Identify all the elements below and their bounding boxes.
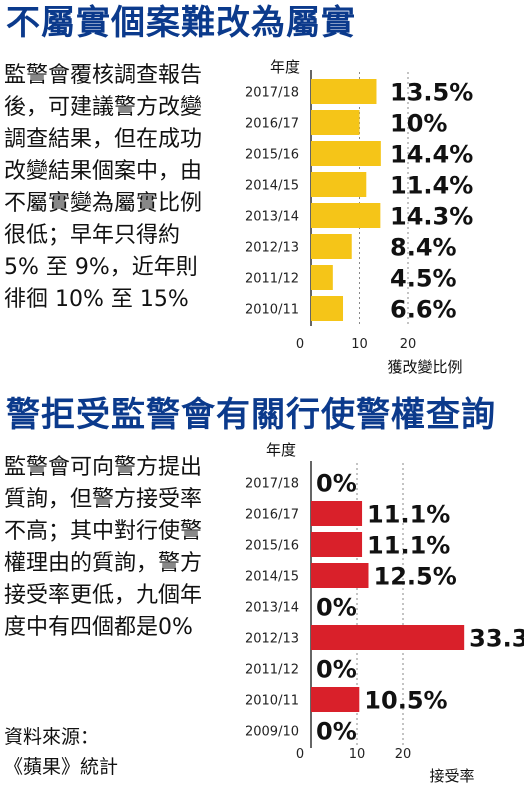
chart1-category-label: 2015/16	[245, 148, 299, 163]
chart2-value-label: 0%	[316, 470, 357, 498]
chart1-x-tick-label: 20	[400, 337, 417, 352]
chart2-category-label: 2014/15	[245, 570, 299, 585]
chart1-x-tick-label: 10	[351, 337, 368, 352]
chart2-title: 警拒受監警會有關行使警權查詢	[6, 395, 496, 435]
chart1-category-label: 2017/18	[245, 86, 299, 101]
source-note: 資料來源： 《蘋果》統計	[4, 726, 119, 778]
chart2-category-label: 2010/11	[245, 694, 299, 709]
chart1-category-label: 2011/12	[245, 272, 299, 287]
chart2-bar	[311, 687, 360, 712]
chart1-value-label: 14.3%	[390, 203, 473, 231]
chart1-bar	[311, 296, 344, 321]
chart1-value-label: 11.4%	[390, 172, 473, 200]
chart2-bar	[311, 625, 465, 650]
chart1-category-label: 2014/15	[245, 179, 299, 194]
chart2-description: 監警會可向警方提出 質詢，但警方接受率 不高；其中對行使警 權理由的質詢，警方 …	[4, 455, 203, 640]
chart1-bar	[311, 203, 381, 228]
chart1-y-axis-title: 年度	[270, 58, 300, 76]
chart1-x-axis-title: 獲改變比例	[387, 358, 462, 376]
chart2-bar	[311, 532, 363, 557]
chart2-category-label: 2011/12	[245, 663, 299, 678]
chart2-y-axis-title: 年度	[266, 441, 296, 459]
chart2-bar	[311, 563, 369, 588]
chart2-bar	[311, 501, 363, 526]
chart2-x-tick-label: 20	[395, 747, 412, 762]
chart2-x-tick-label: 10	[349, 747, 366, 762]
chart1-bar	[311, 141, 381, 166]
chart1-bar	[311, 110, 360, 135]
chart1-category-label: 2012/13	[245, 241, 299, 256]
chart1-value-label: 4.5%	[390, 265, 457, 293]
chart2-value-label: 11.1%	[367, 532, 450, 560]
chart2-category-label: 2013/14	[245, 601, 299, 616]
chart1-value-label: 8.4%	[390, 234, 457, 262]
chart1-value-label: 10%	[390, 110, 447, 138]
chart1-category-label: 2010/11	[245, 303, 299, 318]
chart1-x-tick-label: 0	[296, 337, 304, 352]
chart1-value-label: 6.6%	[390, 296, 457, 324]
chart1-description: 監警會覆核調查報告 後，可建議警方改變 調查結果，但在成功 改變結果個案中，由 …	[4, 63, 203, 312]
chart2-x-axis-title: 接受率	[429, 767, 474, 785]
chart1-bar	[311, 265, 333, 290]
chart2-category-label: 2017/18	[245, 477, 299, 492]
chart2-x-tick-label: 0	[296, 747, 304, 762]
chart2-value-label: 0%	[316, 718, 357, 746]
chart2-value-label: 33.3%	[469, 625, 524, 653]
chart2-category-label: 2009/10	[245, 725, 299, 740]
chart1-category-label: 2016/17	[245, 117, 299, 132]
chart2-value-label: 11.1%	[367, 501, 450, 529]
chart2-category-label: 2012/13	[245, 632, 299, 647]
chart2-category-label: 2016/17	[245, 508, 299, 523]
chart1-value-label: 14.4%	[390, 141, 473, 169]
chart2-value-label: 0%	[316, 656, 357, 684]
chart1-value-label: 13.5%	[390, 79, 473, 107]
chart2-value-label: 0%	[316, 594, 357, 622]
chart1-bar	[311, 172, 367, 197]
chart2-category-label: 2015/16	[245, 539, 299, 554]
chart2-value-label: 10.5%	[364, 687, 447, 715]
chart1-title: 不屬實個案難改為屬實	[6, 3, 356, 43]
chart1-category-label: 2013/14	[245, 210, 299, 225]
chart2-value-label: 12.5%	[374, 563, 457, 591]
chart1-bar	[311, 234, 352, 259]
chart1-bar	[311, 79, 377, 104]
